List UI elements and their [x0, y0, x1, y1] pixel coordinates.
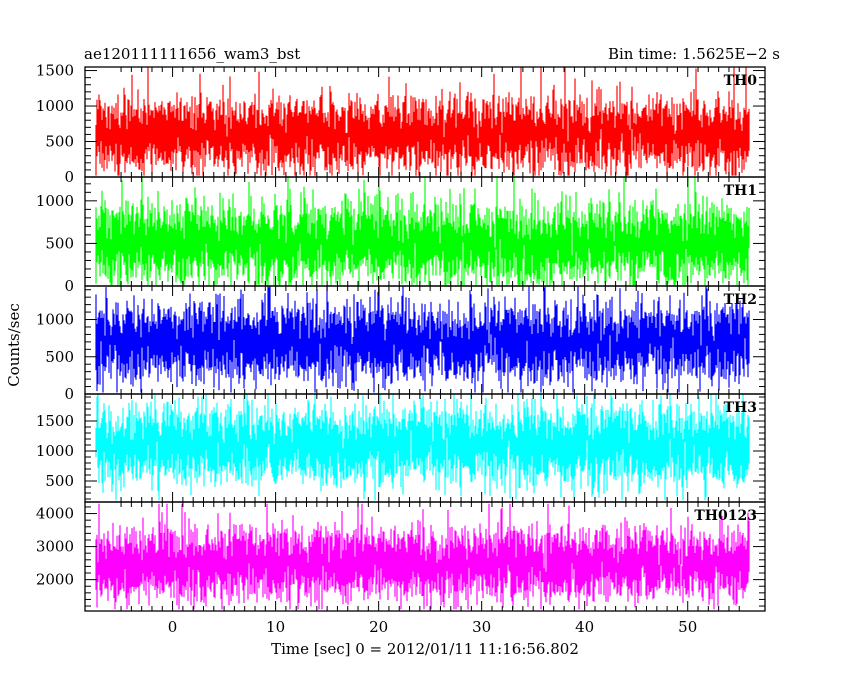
figure-title: ae120111111656_wam3_bst: [84, 45, 300, 63]
y-tick-label: 4000: [36, 505, 74, 523]
x-tick-label: 20: [369, 618, 388, 636]
y-tick-label: 3000: [36, 538, 74, 556]
y-tick-label: 0: [64, 168, 74, 186]
series-th2-trace: [95, 286, 750, 393]
y-tick-label: 1500: [36, 412, 74, 430]
series-th1-trace: [95, 177, 750, 286]
y-tick-label: 1000: [36, 97, 74, 115]
series-th0123-trace: [95, 503, 750, 610]
panel-th1: TH1: [95, 177, 757, 286]
x-axis-title: Time [sec] 0 = 2012/01/11 11:16:56.802: [271, 640, 579, 658]
x-tick-label: 40: [575, 618, 594, 636]
panel-label-th1: TH1: [724, 183, 757, 199]
panel-frames: 0 500 1000 1500 0 500 1000 0 500 1000 500 1000 1500 2…: [36, 62, 766, 612]
x-tick-label: 0: [168, 618, 178, 636]
y-tick-label: 0: [64, 385, 74, 403]
y-tick-label: 1000: [36, 442, 74, 460]
y-tick-label: 500: [45, 234, 74, 252]
y-tick-label: 1000: [36, 192, 74, 210]
y-tick-label: 500: [45, 348, 74, 366]
panel-frame: [84, 501, 766, 612]
series-th0-trace: [95, 67, 750, 176]
y-tick-label: 0: [64, 277, 74, 295]
bin-time-label: Bin time: 1.5625E−2 s: [608, 45, 780, 63]
y-tick-label: 2000: [36, 571, 74, 589]
y-tick-label: 1000: [36, 311, 74, 329]
panel-th0123: TH0123: [95, 503, 757, 610]
panel-th2: TH2: [95, 286, 757, 393]
panel-label-th0123: TH0123: [694, 508, 757, 524]
x-tick-label: 10: [266, 618, 285, 636]
x-axis: 0 10 20 30 40 50: [168, 618, 697, 636]
panel-label-th0: TH0: [724, 73, 758, 89]
panel-th3: TH3: [95, 394, 757, 501]
x-tick-label: 30: [472, 618, 491, 636]
series-th3-trace: [95, 394, 750, 501]
panels: TH0 TH1 TH2 TH3 TH0123: [95, 67, 758, 610]
y-tick-label: 1500: [36, 62, 74, 80]
panel-th0: TH0: [95, 67, 758, 176]
panel-label-th2: TH2: [724, 292, 757, 308]
y-axis-title: Counts/sec: [5, 303, 23, 387]
y-tick-label: 500: [45, 133, 74, 151]
x-tick-label: 50: [678, 618, 697, 636]
y-tick-label: 500: [45, 472, 74, 490]
panel-label-th3: TH3: [724, 400, 757, 416]
